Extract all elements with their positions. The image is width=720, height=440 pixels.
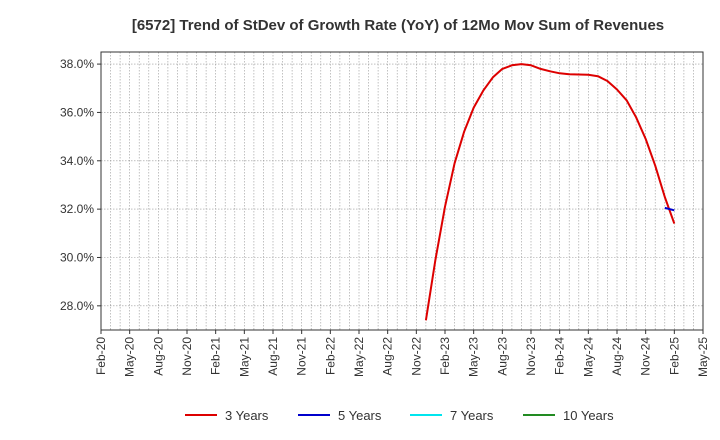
legend-label: 5 Years — [338, 408, 382, 423]
y-tick-label: 32.0% — [60, 202, 94, 216]
chart-title: [6572] Trend of StDev of Growth Rate (Yo… — [132, 17, 664, 34]
x-tick-label: Nov-24 — [639, 337, 653, 376]
x-tick-label: May-24 — [581, 337, 595, 377]
y-tick-label: 38.0% — [60, 57, 94, 71]
x-tick-label: Nov-21 — [295, 337, 309, 376]
legend-label: 10 Years — [563, 408, 614, 423]
x-tick-label: Nov-23 — [524, 337, 538, 376]
x-tick-label: Aug-22 — [381, 337, 395, 376]
x-tick-label: Feb-25 — [667, 337, 681, 375]
legend: 3 Years 5 Years 7 Years 10 Years — [185, 408, 614, 423]
x-tick-label: Feb-21 — [209, 337, 223, 375]
x-tick-label: Feb-23 — [438, 337, 452, 375]
x-tick-label: Nov-20 — [180, 337, 194, 376]
x-tick-label: May-25 — [696, 337, 710, 377]
plot-frame — [100, 51, 704, 331]
y-tick-label: 36.0% — [60, 105, 94, 119]
x-tick-label: Nov-22 — [409, 337, 423, 376]
y-tick-label: 30.0% — [60, 250, 94, 264]
x-tick-label: Feb-24 — [553, 337, 567, 375]
x-tick-label: May-20 — [123, 337, 137, 377]
x-tick-label: Feb-20 — [94, 337, 108, 375]
x-axis: Feb-20 May-20 Aug-20 Nov-20 Feb-21 May-21 Aug-… — [94, 330, 710, 377]
legend-label: 7 Years — [450, 408, 494, 423]
legend-label: 3 Years — [225, 408, 269, 423]
y-tick-label: 34.0% — [60, 154, 94, 168]
x-tick-label: May-21 — [237, 337, 251, 377]
series-group — [424, 63, 676, 321]
grid — [100, 52, 704, 330]
plot-area — [101, 52, 703, 330]
x-tick-label: Aug-20 — [151, 337, 165, 376]
x-tick-label: Aug-24 — [610, 337, 624, 376]
y-axis: 28.0% 30.0% 32.0% 34.0% 36.0% 38.0% — [60, 57, 101, 313]
x-tick-label: Aug-21 — [266, 337, 280, 376]
x-tick-label: Aug-23 — [495, 337, 509, 376]
x-tick-label: Feb-22 — [323, 337, 337, 375]
series-line-3-years — [424, 63, 676, 321]
y-tick-label: 28.0% — [60, 299, 94, 313]
series-line-5-years — [664, 206, 675, 212]
x-tick-label: May-23 — [467, 337, 481, 377]
x-tick-label: May-22 — [352, 337, 366, 377]
